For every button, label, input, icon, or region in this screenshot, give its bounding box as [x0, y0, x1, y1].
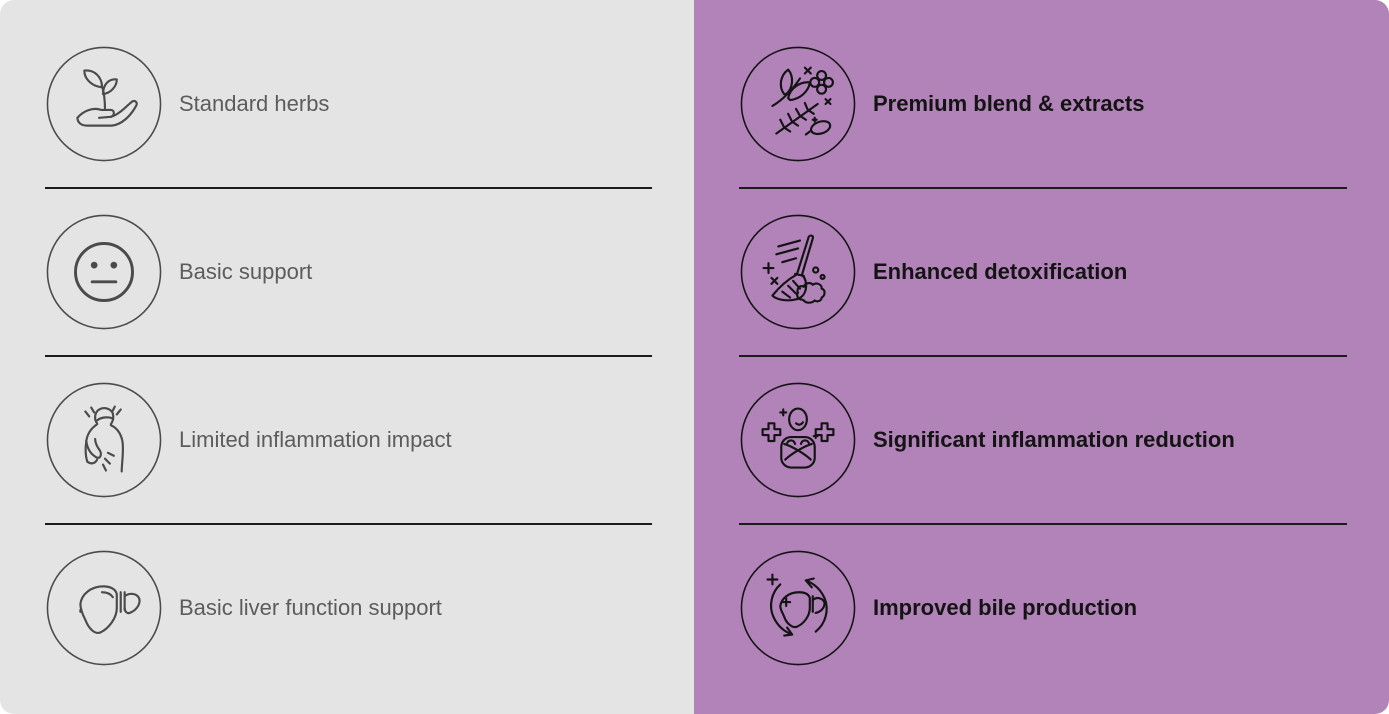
liver-icon — [45, 549, 163, 667]
row-label: Premium blend & extracts — [873, 90, 1145, 116]
herbs-blend-icon — [739, 45, 857, 163]
row-divider — [45, 187, 652, 189]
row-divider — [45, 523, 652, 525]
row-label: Basic support — [179, 259, 313, 285]
broom-detox-icon — [739, 213, 857, 331]
row-divider — [739, 355, 1347, 357]
back-pain-icon — [45, 381, 163, 499]
row-label: Improved bile production — [873, 595, 1138, 621]
comparison-row: Enhanced detoxification — [694, 189, 1389, 355]
liver-cycle-icon — [739, 549, 857, 667]
row-label: Basic liver function support — [179, 595, 442, 621]
comparison-row: Basic support — [0, 189, 694, 355]
row-divider — [739, 187, 1347, 189]
row-divider — [739, 523, 1347, 525]
premium-column: Premium blend & extracts — [694, 0, 1389, 714]
row-label: Limited inflammation impact — [179, 427, 452, 453]
comparison-row: Limited inflammation impact — [0, 357, 694, 523]
row-divider — [45, 355, 652, 357]
seedling-hand-icon — [45, 45, 163, 163]
neutral-face-icon — [45, 213, 163, 331]
row-label: Enhanced detoxification — [873, 259, 1128, 285]
comparison-row: Premium blend & extracts — [694, 0, 1389, 187]
standard-column: Standard herbs Basic support — [0, 0, 694, 714]
comparison-row: Significant inflammation reduction — [694, 357, 1389, 523]
comparison-row: Improved bile production — [694, 525, 1389, 714]
wellness-person-icon — [739, 381, 857, 499]
comparison-row: Basic liver function support — [0, 525, 694, 714]
row-label: Standard herbs — [179, 90, 330, 116]
comparison-row: Standard herbs — [0, 0, 694, 187]
row-label: Significant inflammation reduction — [873, 427, 1235, 453]
